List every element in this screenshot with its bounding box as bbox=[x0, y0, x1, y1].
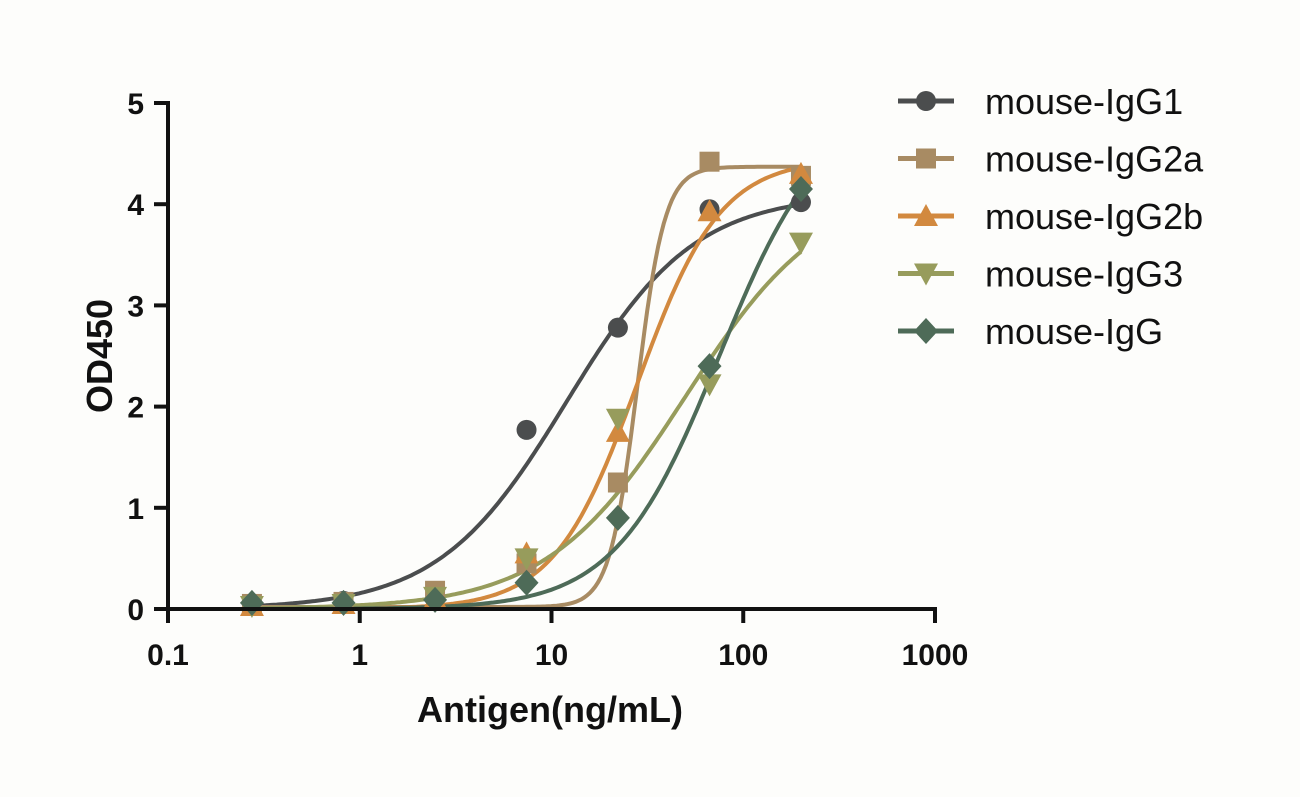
data-point-mouse-IgG2a bbox=[699, 151, 720, 172]
x-tick-label: 1000 bbox=[902, 639, 969, 672]
data-point-mouse-IgG2a bbox=[607, 472, 628, 493]
data-point-mouse-IgG2b bbox=[697, 199, 722, 222]
legend-marker-circle bbox=[916, 91, 936, 111]
legend-label: mouse-IgG bbox=[985, 311, 1163, 352]
legend-label: mouse-IgG3 bbox=[985, 254, 1183, 295]
data-point-mouse-IgG3 bbox=[514, 548, 539, 571]
data-point-mouse-IgG bbox=[605, 504, 630, 531]
fit-curve-mouse-IgG2a bbox=[251, 164, 801, 609]
legend-label: mouse-IgG2b bbox=[985, 196, 1203, 237]
legend-marker-triangle-up bbox=[914, 204, 938, 226]
y-tick-label: 0 bbox=[127, 594, 144, 627]
x-tick-label: 1 bbox=[351, 639, 368, 672]
data-point-mouse-IgG1 bbox=[790, 192, 811, 213]
axes: 0 1 2 3 4 5 0.1 1 10 100 1000 bbox=[127, 88, 968, 672]
data-point-mouse-IgG bbox=[514, 569, 539, 596]
legend-marker-diamond bbox=[914, 318, 938, 344]
y-tick-label: 5 bbox=[127, 88, 144, 121]
data-point-mouse-IgG2b bbox=[788, 161, 813, 184]
data-points bbox=[239, 151, 813, 618]
y-tick-label: 2 bbox=[127, 392, 144, 425]
legend-label: mouse-IgG2a bbox=[985, 139, 1204, 180]
y-tick-label: 4 bbox=[127, 189, 144, 222]
data-point-mouse-IgG3 bbox=[697, 374, 722, 397]
data-point-mouse-IgG3 bbox=[788, 232, 813, 255]
data-point-mouse-IgG2b bbox=[605, 419, 630, 442]
y-tick-label: 3 bbox=[127, 290, 144, 323]
legend-marker-triangle-down bbox=[914, 263, 938, 286]
legend-marker-square bbox=[916, 148, 936, 169]
x-tick-label: 0.1 bbox=[147, 639, 189, 672]
data-point-mouse-IgG3 bbox=[605, 408, 630, 431]
data-point-mouse-IgG bbox=[788, 176, 813, 203]
data-point-mouse-IgG bbox=[697, 353, 722, 380]
y-axis-title: OD450 bbox=[79, 299, 120, 413]
data-point-mouse-IgG1 bbox=[607, 317, 628, 338]
y-tick-label: 1 bbox=[127, 493, 144, 526]
x-tick-label: 10 bbox=[535, 639, 568, 672]
data-point-mouse-IgG bbox=[423, 586, 448, 613]
x-axis-title: Antigen(ng/mL) bbox=[417, 689, 683, 730]
legend-label: mouse-IgG1 bbox=[985, 81, 1183, 122]
data-point-mouse-IgG1 bbox=[516, 419, 537, 440]
x-tick-label: 100 bbox=[718, 639, 768, 672]
legend: mouse-IgG1 mouse-IgG2a mouse-IgG2b mouse-Ig… bbox=[898, 81, 1204, 352]
